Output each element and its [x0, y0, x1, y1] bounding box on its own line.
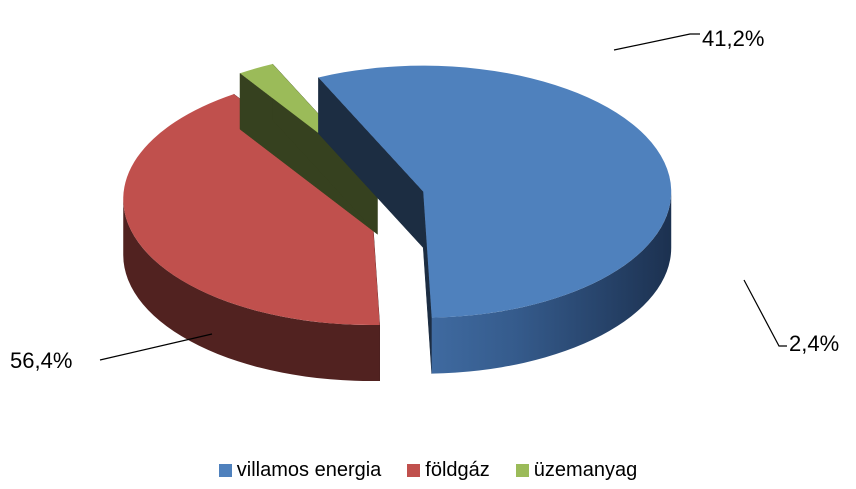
data-label-villamos-energia: 56,4% [10, 348, 72, 373]
legend-item-uzemanyag: üzemanyag [515, 458, 638, 482]
legend-item-foldgaz: földgáz [407, 459, 490, 482]
legend-swatch-foldgaz [407, 463, 421, 477]
legend: villamos energia földgáz üzemanyag [0, 454, 856, 486]
legend-label: földgáz [425, 458, 490, 481]
leader-line-uzemanyag [743, 279, 787, 347]
legend-label: villamos energia [236, 458, 382, 481]
legend-label: üzemanyag [533, 458, 638, 481]
data-labels: 56,4% 41,2% 2,4% [10, 26, 839, 373]
data-label-uzemanyag: 2,4% [789, 331, 839, 356]
leader-line-villamos-energia [99, 333, 213, 361]
legend-swatch-uzemanyag [515, 463, 529, 477]
pie-slice-villamos-energia [318, 65, 672, 374]
pie-slices [123, 63, 672, 382]
legend-item-villamos-energia: villamos energia [218, 458, 382, 482]
legend-swatch-villamos-energia [218, 463, 232, 477]
leader-line-foldgaz [613, 33, 700, 51]
data-label-foldgaz: 41,2% [702, 26, 764, 51]
